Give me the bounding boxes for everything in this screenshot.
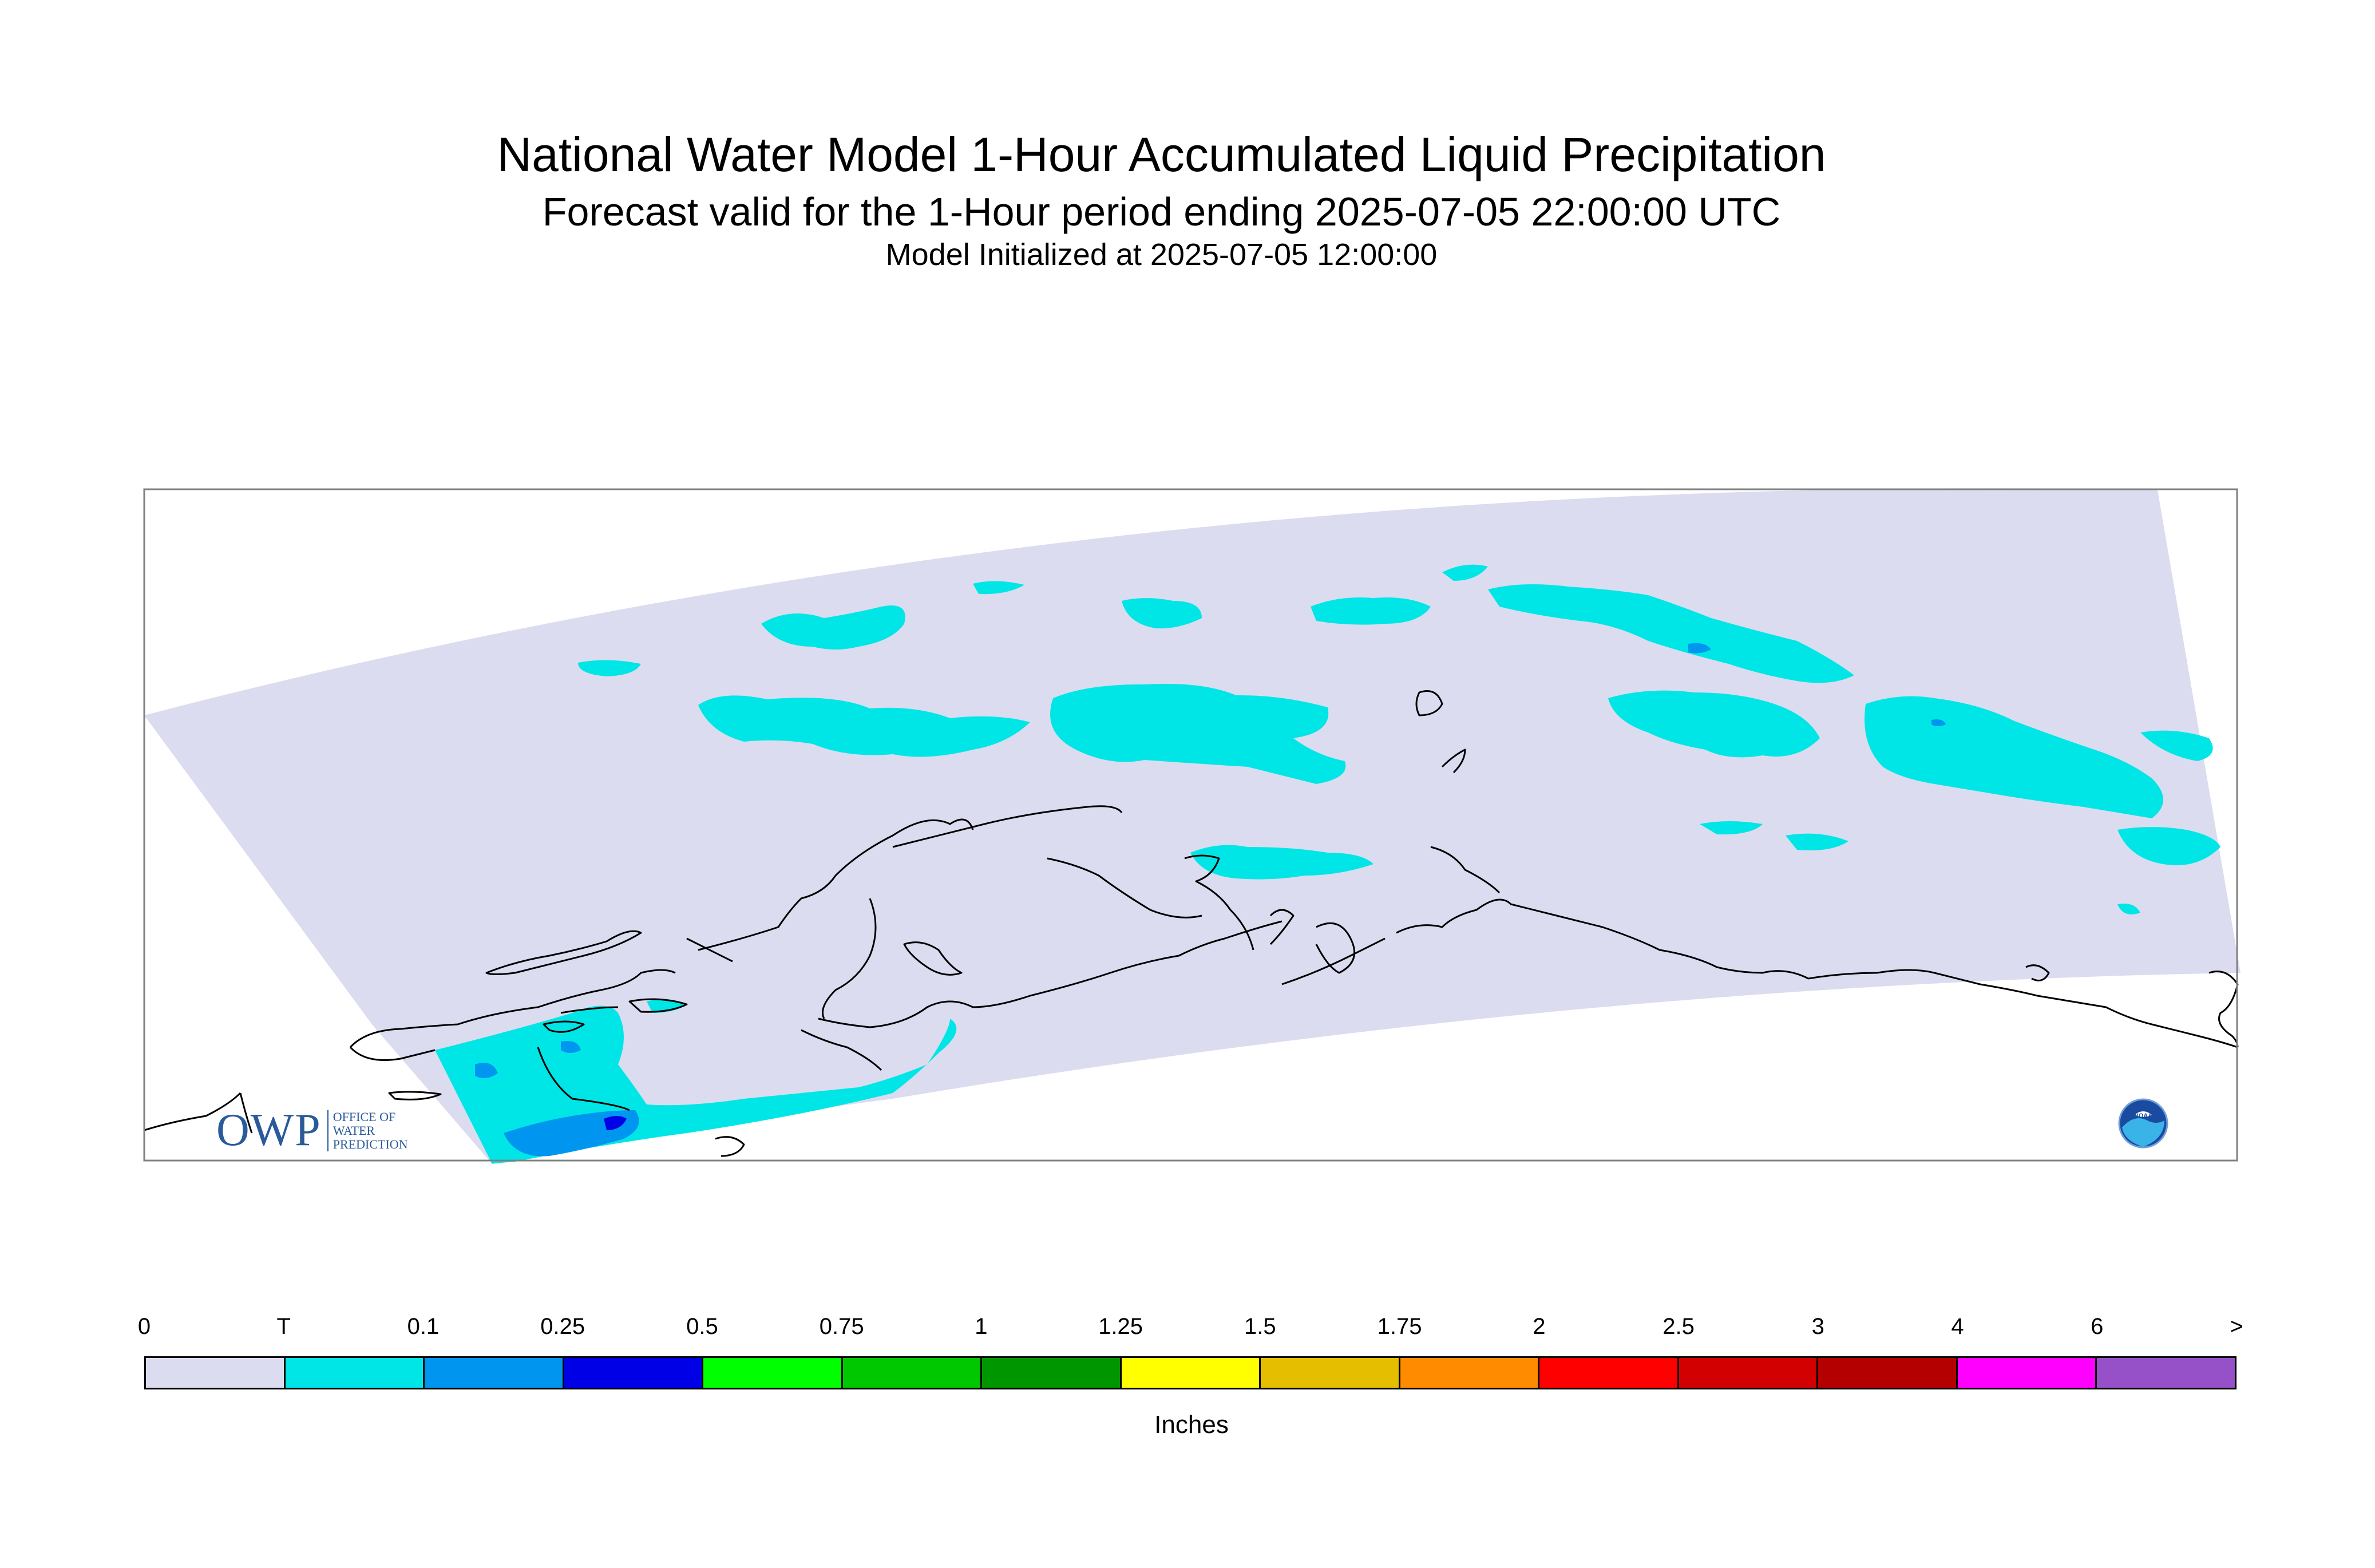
legend-label: 0 <box>137 1314 151 1339</box>
colorbar-swatch <box>564 1358 704 1388</box>
legend-label: 1 <box>975 1314 988 1339</box>
legend-label: 0.75 <box>819 1314 864 1339</box>
map-frame <box>143 488 2238 1162</box>
colorbar-swatch <box>2097 1358 2235 1388</box>
legend-label: 0.25 <box>540 1314 585 1339</box>
map-title: National Water Model 1-Hour Accumulated … <box>497 128 1826 181</box>
colorbar-swatch <box>1400 1358 1540 1388</box>
precip-moderate-areas <box>604 1116 627 1130</box>
colorbar-swatch <box>842 1358 983 1388</box>
colorbar-swatch <box>1539 1358 1679 1388</box>
model-init-time: Model Initialized at 2025-07-05 12:00:00 <box>885 237 1438 272</box>
legend-label: 2.5 <box>1662 1314 1695 1339</box>
owp-logo: OWP OFFICE OF WATER PREDICTION <box>216 1104 408 1157</box>
colorbar-swatch <box>1957 1358 2097 1388</box>
legend-label: 0.5 <box>686 1314 718 1339</box>
legend-label: 1.5 <box>1244 1314 1276 1339</box>
legend-label: > <box>2230 1314 2243 1339</box>
colorbar-swatch <box>285 1358 425 1388</box>
legend-label: 2 <box>1533 1314 1546 1339</box>
svg-text:NOAA: NOAA <box>2134 1112 2152 1119</box>
legend-label: 0.1 <box>407 1314 440 1339</box>
precipitation-colorbar <box>144 1356 2237 1389</box>
legend-units: Inches <box>1154 1411 1229 1439</box>
colorbar-swatch <box>982 1358 1122 1388</box>
colorbar-swatch <box>1818 1358 1958 1388</box>
owp-logo-mark: OWP <box>216 1105 322 1155</box>
colorbar-swatch <box>425 1358 564 1388</box>
legend-label: T <box>276 1314 291 1339</box>
noaa-logo: NOAA <box>2118 1098 2168 1149</box>
coastlines <box>144 690 2239 1157</box>
colorbar-swatch <box>1121 1358 1261 1388</box>
colorbar-swatch <box>703 1358 843 1388</box>
colorbar-swatch <box>146 1358 286 1388</box>
legend-label: 4 <box>1951 1314 1964 1339</box>
owp-logo-text: OFFICE OF WATER PREDICTION <box>327 1110 408 1151</box>
legend-label: 6 <box>2091 1314 2104 1339</box>
colorbar-swatch <box>1261 1358 1400 1388</box>
colorbar-swatch <box>1679 1358 1819 1388</box>
legend-label: 1.75 <box>1377 1314 1422 1339</box>
legend-label: 1.25 <box>1098 1314 1143 1339</box>
legend-label: 3 <box>1811 1314 1824 1339</box>
map-subtitle: Forecast valid for the 1-Hour period end… <box>542 189 1781 234</box>
